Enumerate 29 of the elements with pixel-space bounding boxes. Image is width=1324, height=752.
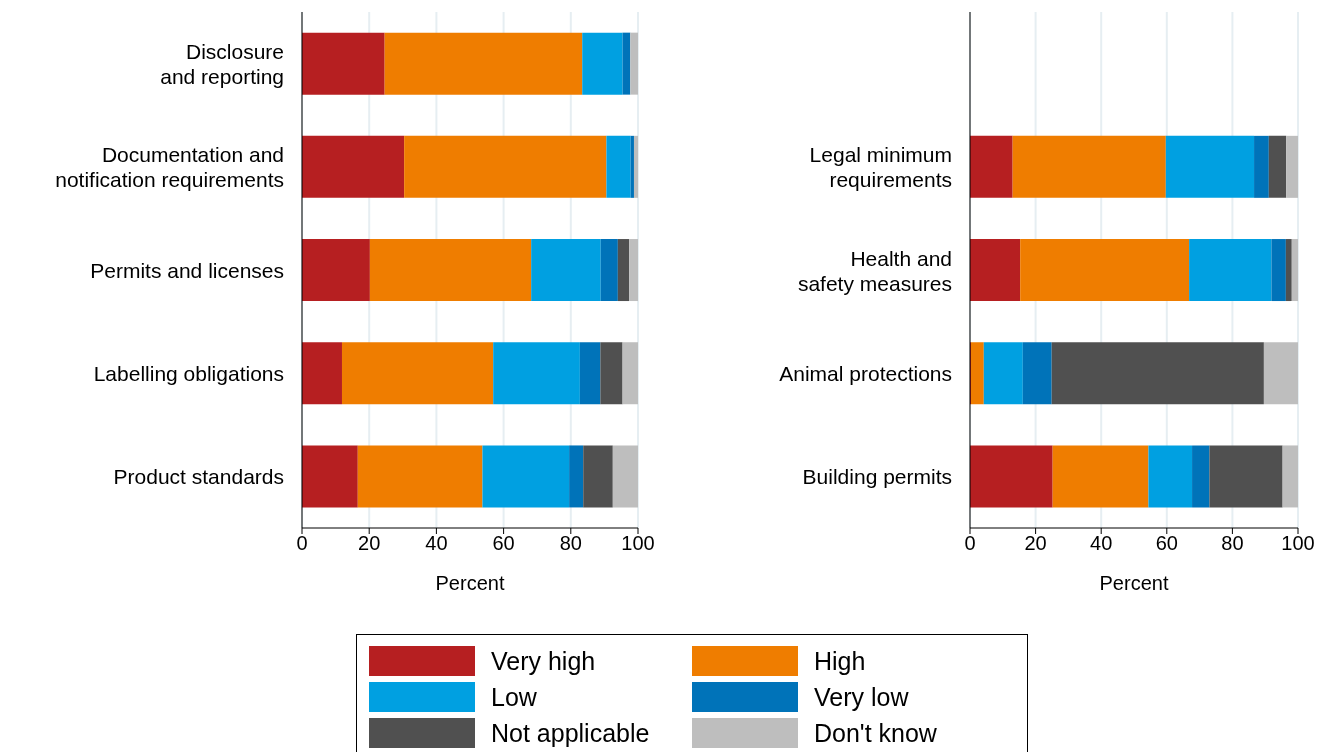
legend-label: Very low [814,682,909,712]
y-tick-label: Animal protections [779,361,952,385]
x-axis-title: Percent [435,572,505,594]
y-tick-label: Building permits [802,464,952,488]
y-tick-label: Health and safety measures [797,246,952,294]
legend-label: Low [491,682,537,712]
y-tick-label: Disclosure and reporting [160,39,284,88]
x-tick-label: 60 [1155,532,1178,555]
y-tick-label: Legal minimum requirements [809,142,952,191]
x-tick-label: 80 [559,532,582,555]
x-tick-label: 60 [492,532,515,555]
y-tick-label: Documentation and notification requirements [55,142,284,191]
x-tick-label: 80 [1221,532,1244,555]
legend-label: Don't know [814,718,937,748]
y-tick-label: Product standards [113,464,284,488]
x-tick-label: 40 [1090,532,1113,555]
y-tick-label: Labelling obligations [93,361,284,385]
x-tick-label: 20 [1024,532,1047,555]
x-tick-label: 40 [425,532,448,555]
x-tick-label: 0 [296,532,308,555]
x-tick-label: 100 [1281,532,1315,555]
x-tick-label: 0 [964,532,976,555]
x-tick-label: 100 [621,532,655,555]
legend-label: Not applicable [491,718,650,748]
x-axis-title: Percent [1099,572,1169,594]
legend-label: High [814,646,866,676]
x-tick-label: 20 [358,532,381,555]
legend-label: Very high [491,646,596,676]
y-tick-label: Permits and licenses [90,258,284,282]
